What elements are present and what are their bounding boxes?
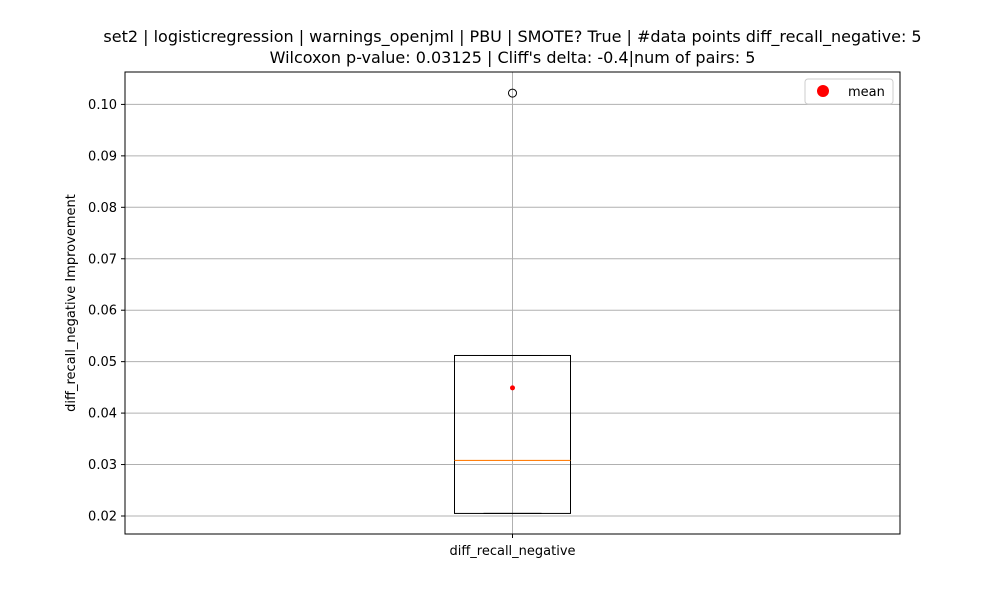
y-tick-label: 0.07 <box>88 252 117 267</box>
y-tick-label: 0.05 <box>88 355 117 370</box>
legend-mean-marker <box>817 85 829 97</box>
box-body <box>454 354 571 514</box>
y-tick-label: 0.04 <box>88 407 117 422</box>
legend-label-mean: mean <box>848 85 885 100</box>
chart-title-line-1: set2 | logisticregression | warnings_ope… <box>103 27 922 46</box>
y-tick-label: 0.08 <box>88 201 117 216</box>
outlier-point <box>508 88 517 98</box>
y-axis-ticks: 0.02 0.03 0.04 0.05 0.06 0.07 0.08 0.09 0.10 <box>88 98 125 524</box>
y-tick-label: 0.09 <box>88 149 117 164</box>
chart-title-line-2: Wilcoxon p-value: 0.03125 | Cliff's delt… <box>269 48 756 67</box>
chart-title: set2 | logisticregression | warnings_ope… <box>0 26 1000 68</box>
x-tick-label: diff_recall_negative <box>449 544 575 559</box>
x-axis-ticks: diff_recall_negative <box>449 534 576 559</box>
mean-marker <box>510 385 515 391</box>
y-tick-label: 0.02 <box>88 509 117 524</box>
grid-lines <box>125 72 900 534</box>
y-axis-label: diff_recall_negative Improvement <box>64 194 79 412</box>
y-tick-label: 0.06 <box>88 304 117 319</box>
y-tick-label: 0.03 <box>88 458 117 473</box>
box-plot-marks <box>454 88 571 514</box>
legend: mean <box>804 78 894 105</box>
legend-frame <box>804 78 894 105</box>
y-tick-label: 0.10 <box>88 98 117 113</box>
